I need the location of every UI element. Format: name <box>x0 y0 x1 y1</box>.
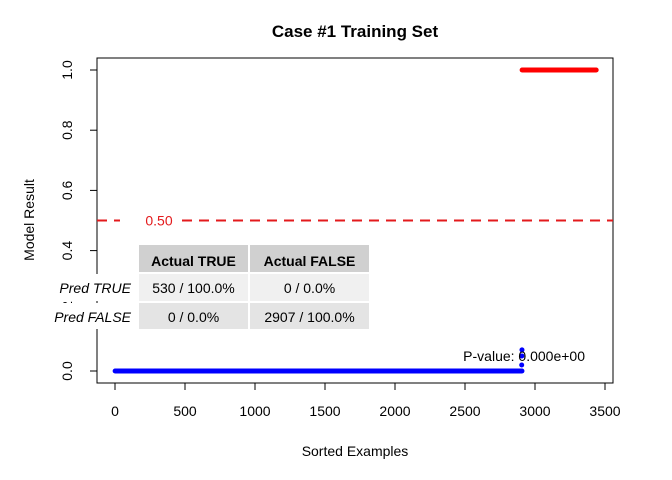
cm-header-cell <box>139 245 248 272</box>
y-tick-label: 0.0 <box>59 361 75 381</box>
x-tick-label: 500 <box>173 403 197 419</box>
x-tick-label: 2500 <box>449 403 480 419</box>
x-tick-label: 2000 <box>379 403 410 419</box>
y-axis: 0.00.20.40.60.81.0 <box>59 60 98 381</box>
cm-header-cell <box>250 245 369 272</box>
threshold-line-group: 0.50 <box>97 211 613 230</box>
x-axis: 0 500 1000 1500 2000 2500 3000 3500 <box>111 382 621 419</box>
cm-col-header: Actual FALSE <box>264 253 356 269</box>
cm-row-header-bg <box>36 274 136 301</box>
x-tick-label: 1000 <box>239 403 270 419</box>
y-tick-label: 0.8 <box>59 120 75 140</box>
cm-cell-bg <box>139 303 248 329</box>
cm-row-header: Pred TRUE <box>59 280 131 296</box>
chart-title: Case #1 Training Set <box>272 22 439 41</box>
y-tick-label: 0.4 <box>59 241 75 261</box>
p-value-annotation: P-value: 0.000e+00 <box>463 348 585 364</box>
threshold-label: 0.50 <box>145 213 172 229</box>
series-0-point <box>519 353 525 359</box>
cm-row-header-bg <box>36 303 136 329</box>
x-tick-label: 0 <box>111 403 119 419</box>
cm-row-header: Pred FALSE <box>54 309 131 325</box>
y-axis-label: Model Result <box>21 179 37 261</box>
cm-cell-bg <box>139 274 248 301</box>
cm-cell-bg <box>250 303 369 329</box>
y-tick-label: 1.0 <box>59 60 75 80</box>
y-tick-label: 0.6 <box>59 180 75 200</box>
cm-cell: 2907 / 100.0% <box>264 309 354 325</box>
cm-cell-bg <box>250 274 369 301</box>
series-0-point <box>519 347 525 353</box>
series-group <box>112 67 599 374</box>
x-tick-label: 1500 <box>309 403 340 419</box>
cm-cell: 0 / 0.0% <box>284 280 335 296</box>
x-tick-label: 3000 <box>519 403 550 419</box>
cm-cell: 530 / 100.0% <box>152 280 235 296</box>
cm-col-header: Actual TRUE <box>151 253 236 269</box>
series-0-point <box>519 362 525 368</box>
x-tick-label: 3500 <box>589 403 620 419</box>
threshold-label-bg <box>120 211 182 230</box>
x-axis-label: Sorted Examples <box>302 443 409 459</box>
cm-cell: 0 / 0.0% <box>168 309 219 325</box>
confusion-matrix: Actual TRUE Actual FALSE Pred TRUE 530 / 10… <box>36 245 369 329</box>
